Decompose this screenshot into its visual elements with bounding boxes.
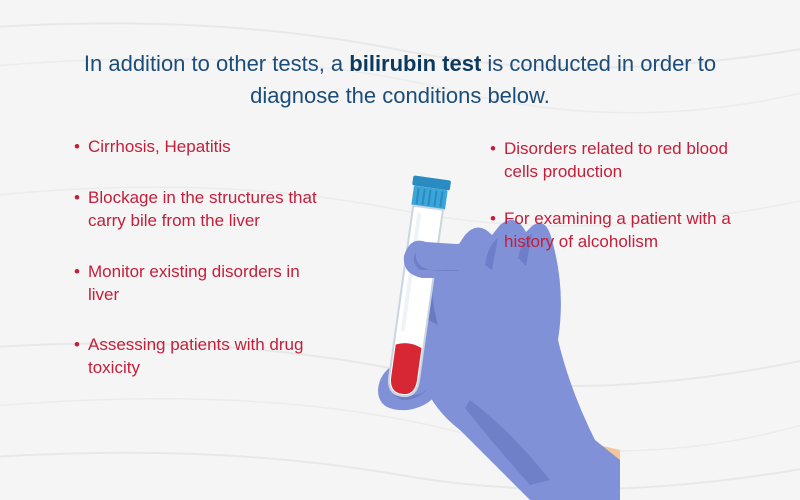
content-row: Cirrhosis, Hepatitis Blockage in the str… — [0, 122, 800, 381]
left-column: Cirrhosis, Hepatitis Blockage in the str… — [74, 136, 334, 381]
main-heading: In addition to other tests, a bilirubin … — [0, 0, 800, 122]
list-item: For examining a patient with a history o… — [490, 208, 740, 254]
heading-bold: bilirubin test — [349, 51, 481, 76]
list-item: Disorders related to red blood cells pro… — [490, 138, 740, 184]
list-item: Cirrhosis, Hepatitis — [74, 136, 334, 159]
list-item: Assessing patients with drug toxicity — [74, 334, 334, 380]
heading-pre: In addition to other tests, a — [84, 51, 349, 76]
list-item: Monitor existing disorders in liver — [74, 261, 334, 307]
right-column: Disorders related to red blood cells pro… — [490, 136, 740, 381]
list-item: Blockage in the structures that carry bi… — [74, 187, 334, 233]
